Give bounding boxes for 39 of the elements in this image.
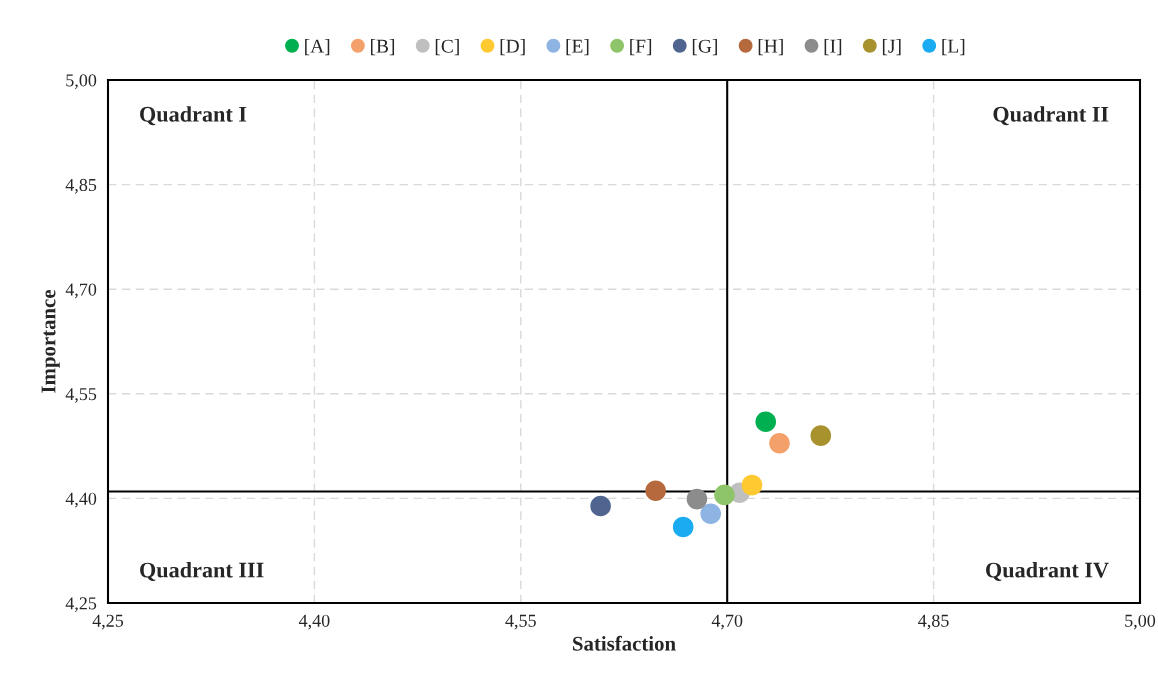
point (714, 484, 735, 506)
legend-label: [L] (942, 39, 965, 56)
point (672, 516, 694, 538)
y-tick-label: 4,85 (65, 178, 97, 194)
y-tick-label: 4,40 (65, 492, 97, 508)
x-tick-label: 4,85 (918, 614, 949, 630)
point (700, 503, 721, 525)
x-axis-title: Satisfaction (573, 635, 676, 651)
legend-label: [E] (566, 39, 589, 56)
x-tick-label: 4,25 (92, 614, 124, 630)
point (590, 495, 611, 517)
legend-label: [B] (371, 39, 395, 56)
y-tick-label: 4,25 (65, 597, 97, 613)
legend-label: [D] (500, 39, 525, 56)
point (755, 411, 777, 432)
annotation: Quadrant III (140, 561, 264, 581)
annotation: Quadrant I (140, 106, 247, 126)
point (810, 425, 832, 446)
legend-label: [A] (305, 39, 330, 56)
x-tick-label: 4,55 (505, 614, 536, 630)
legend-label: [F] (630, 39, 652, 56)
y-tick-label: 4,55 (65, 388, 97, 403)
legend-label: [C] (435, 39, 459, 56)
legend-label: [G] (692, 39, 717, 56)
point (741, 474, 763, 496)
annotation: Quadrant IV (986, 561, 1109, 581)
x-tick-label: 5,00 (1125, 614, 1156, 630)
y-tick-label: 5,00 (66, 74, 97, 90)
point (686, 488, 708, 510)
y-tick-label: 4,70 (65, 283, 97, 299)
x-tick-label: 4,70 (711, 614, 743, 630)
legend-label: [H] (758, 39, 783, 56)
legend-label: [I] (824, 39, 842, 56)
legend-label: [J] (882, 39, 901, 56)
point (645, 480, 666, 502)
y-axis-title: Importance (41, 289, 60, 393)
x-tick-label: 4,40 (298, 614, 330, 630)
point (769, 433, 790, 454)
annotation: Quadrant II (993, 106, 1109, 126)
